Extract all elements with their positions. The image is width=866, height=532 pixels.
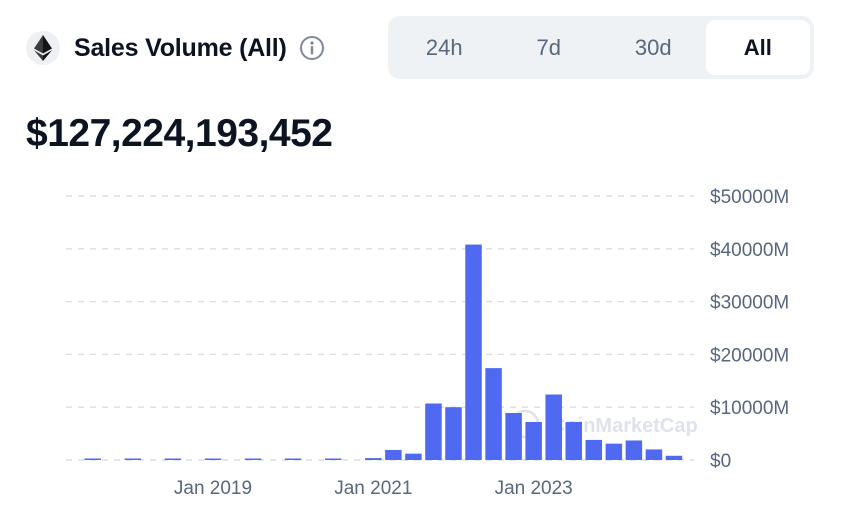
bar[interactable]: [405, 453, 422, 460]
bar[interactable]: [605, 443, 623, 460]
y-tick-label: $50000M: [710, 187, 789, 208]
tab-all[interactable]: All: [705, 20, 810, 75]
y-tick-label: $40000M: [710, 240, 789, 261]
bar[interactable]: [164, 458, 182, 461]
bar[interactable]: [485, 368, 502, 460]
bar[interactable]: [425, 403, 442, 460]
y-tick-label: $30000M: [710, 293, 789, 314]
bar[interactable]: [585, 439, 603, 460]
bar[interactable]: [565, 421, 582, 460]
bar[interactable]: [625, 440, 643, 460]
y-tick-label: $0: [710, 451, 731, 472]
header: Sales Volume (All): [26, 30, 325, 66]
bar[interactable]: [284, 458, 302, 461]
bar[interactable]: [324, 458, 342, 461]
tab-24h[interactable]: 24h: [425, 34, 463, 60]
bar[interactable]: [204, 458, 222, 461]
bars: [84, 244, 683, 461]
bar[interactable]: [365, 458, 382, 460]
total-sales-volume: $127,224,193,452: [26, 112, 333, 155]
bar[interactable]: [445, 407, 462, 460]
bar[interactable]: [505, 413, 522, 460]
bar[interactable]: [84, 458, 101, 461]
y-tick-label: $10000M: [710, 398, 789, 419]
x-tick-label: Jan 2019: [174, 478, 252, 499]
info-icon[interactable]: [299, 35, 325, 61]
bar[interactable]: [244, 458, 262, 461]
bar[interactable]: [545, 394, 562, 460]
watermark-text: CoinMarketCap: [551, 415, 698, 437]
ethereum-icon: [26, 31, 60, 65]
x-axis-labels: Jan 2019 Jan 2021 Jan 2023: [174, 478, 573, 499]
chart-title: Sales Volume (All): [74, 33, 287, 62]
bar[interactable]: [385, 449, 402, 460]
bar[interactable]: [124, 458, 142, 461]
bar[interactable]: [665, 455, 683, 460]
x-tick-label: Jan 2021: [334, 478, 412, 499]
y-axis-labels: $0 $10000M $20000M $30000M $40000M $50000M: [710, 187, 789, 472]
bar[interactable]: [525, 421, 542, 460]
time-range-tabs: 24h 7d 30d All: [388, 16, 814, 79]
y-tick-label: $20000M: [710, 345, 789, 366]
bar[interactable]: [645, 449, 663, 460]
x-tick-label: Jan 2023: [495, 478, 573, 499]
tab-7d[interactable]: 7d: [536, 34, 561, 60]
bar[interactable]: [465, 244, 482, 460]
tab-30d[interactable]: 30d: [634, 34, 672, 60]
